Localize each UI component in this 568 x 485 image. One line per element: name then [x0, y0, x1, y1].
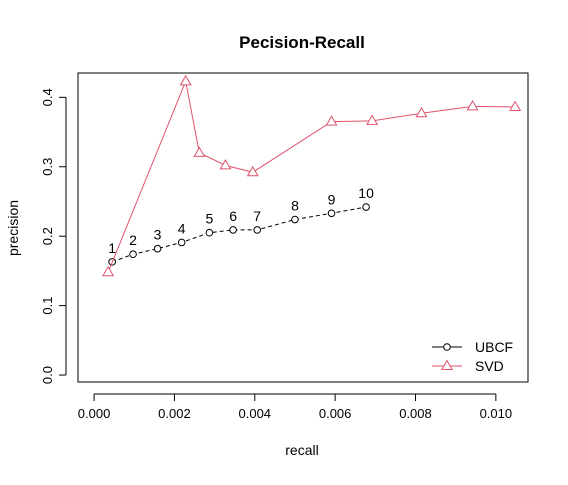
x-axis: 0.000 0.002 0.004 0.006 0.008 0.010	[78, 393, 513, 421]
data-point-svd	[246, 165, 259, 177]
point-label: 10	[358, 185, 374, 201]
data-point-svd	[325, 115, 338, 126]
point-label: 9	[328, 191, 336, 207]
data-point-ubcf	[177, 238, 186, 247]
data-point-svd	[366, 114, 379, 125]
point-label: 3	[154, 227, 162, 243]
point-label: 6	[229, 208, 237, 224]
x-tick-label: 0.004	[239, 406, 272, 421]
data-point-ubcf	[205, 228, 214, 237]
point-label: 1	[108, 240, 116, 256]
point-label: 7	[253, 208, 261, 224]
y-tick-label: 0.4	[40, 88, 55, 106]
chart-title: Pecision-Recall	[239, 33, 365, 52]
legend-label-svd: SVD	[475, 358, 504, 374]
series-line-ubcf	[111, 206, 367, 263]
data-point-ubcf	[253, 226, 261, 234]
legend: UBCF SVD	[432, 339, 513, 374]
data-point-ubcf	[129, 250, 137, 259]
y-tick-label: 0.3	[40, 158, 55, 176]
data-point-svd	[466, 99, 479, 111]
data-point-ubcf	[153, 244, 162, 253]
data-point-svd	[219, 158, 232, 170]
legend-marker-svd	[441, 359, 453, 371]
data-point-ubcf	[291, 215, 299, 224]
x-tick-label: 0.002	[158, 406, 191, 421]
data-point-svd	[193, 146, 206, 157]
y-axis: 0.0 0.1 0.2 0.3 0.4	[40, 88, 67, 384]
legend-marker-ubcf	[443, 343, 451, 351]
data-point-svd	[415, 106, 428, 118]
x-tick-label: 0.008	[399, 406, 432, 421]
y-tick-label: 0.0	[40, 366, 55, 384]
series-line-svd	[107, 79, 516, 273]
data-point-ubcf	[229, 226, 237, 234]
data-point-ubcf	[362, 203, 370, 211]
series-layer: 1 2 3 4 5 6 7 8 9 10	[102, 74, 522, 277]
x-tick-label: 0.006	[319, 406, 352, 421]
x-axis-label: recall	[285, 442, 318, 458]
series-ubcf: 1 2 3 4 5 6 7 8 9 10	[108, 185, 374, 266]
point-label: 2	[129, 232, 137, 248]
data-point-svd	[179, 74, 192, 86]
point-label: 4	[178, 220, 186, 236]
legend-item-ubcf: UBCF	[432, 339, 513, 355]
x-tick-label: 0.010	[480, 406, 513, 421]
point-label: 5	[205, 211, 213, 227]
y-tick-label: 0.1	[40, 297, 55, 315]
data-point-svd	[102, 265, 115, 277]
y-axis-label: precision	[5, 200, 21, 256]
plot-frame	[77, 72, 529, 383]
legend-label-ubcf: UBCF	[475, 339, 513, 355]
x-tick-label: 0.000	[78, 406, 111, 421]
legend-item-svd: SVD	[432, 358, 504, 374]
point-label: 8	[291, 198, 299, 214]
data-point-ubcf	[327, 209, 336, 218]
y-tick-label: 0.2	[40, 227, 55, 245]
data-point-svd	[509, 100, 522, 112]
series-svd	[102, 74, 522, 277]
